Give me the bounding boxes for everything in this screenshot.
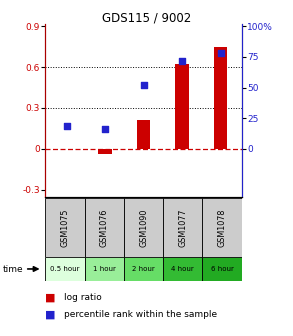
Text: GSM1090: GSM1090 [139,208,148,247]
Text: log ratio: log ratio [64,293,102,302]
Text: 1 hour: 1 hour [93,266,116,272]
Text: GSM1075: GSM1075 [61,208,69,247]
Bar [85,257,124,281]
Bar [163,198,202,257]
Bar [175,65,189,149]
Text: GSM1078: GSM1078 [218,208,226,247]
Point [103,126,108,131]
Text: ■: ■ [45,309,56,319]
Text: GSM1076: GSM1076 [100,208,109,247]
Text: percentile rank within the sample: percentile rank within the sample [64,310,218,319]
Point [180,58,184,63]
Bar [137,120,150,149]
Bar [98,149,112,154]
Bar [45,198,85,257]
Text: time: time [3,265,23,274]
Text: 0.5 hour: 0.5 hour [50,266,80,272]
Text: GSM1077: GSM1077 [178,208,187,247]
Point [141,82,146,88]
Bar [214,47,227,149]
Point [218,50,223,56]
Bar [124,257,163,281]
Text: ■: ■ [45,292,56,302]
Text: GDS115 / 9002: GDS115 / 9002 [102,12,191,25]
Bar [85,198,124,257]
Bar [163,257,202,281]
Text: 6 hour: 6 hour [211,266,234,272]
Bar [45,257,85,281]
Bar [202,198,242,257]
Text: 4 hour: 4 hour [171,266,194,272]
Point [64,124,69,129]
Text: 2 hour: 2 hour [132,266,155,272]
Bar [202,257,242,281]
Bar [124,198,163,257]
